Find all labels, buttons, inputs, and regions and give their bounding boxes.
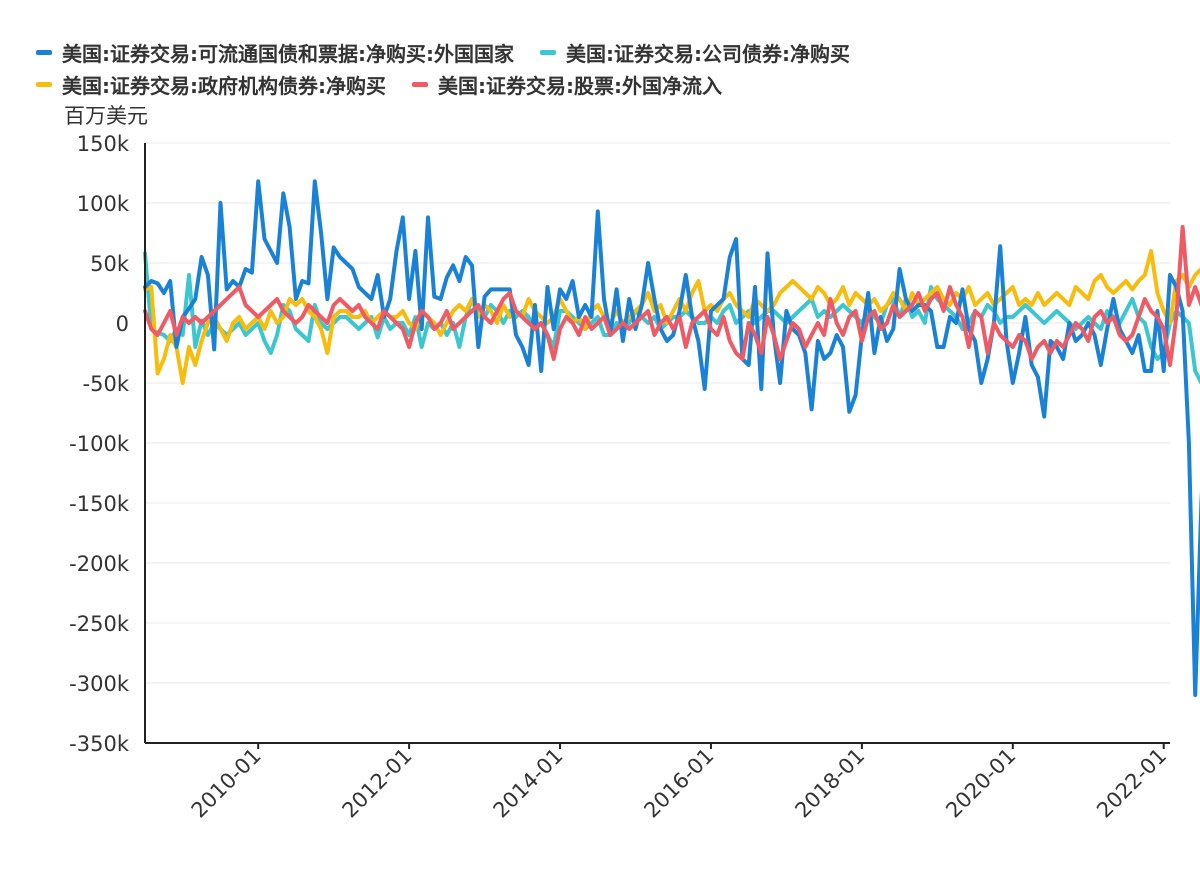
x-tick-labels: 2010-01 2012-01 2014-01 2016-01 2018-01 2020-… [187, 744, 1172, 823]
series-line-1 [143, 179, 1200, 697]
legend-swatch-series-2 [540, 49, 556, 55]
y-tick-label: -100k [69, 432, 130, 456]
grid-lines [145, 142, 1170, 684]
legend-item-series-4[interactable]: 美国:证券交易:股票:外国净流入 [412, 70, 722, 99]
legend-label-series-2: 美国:证券交易:公司债券:净购买 [566, 41, 850, 66]
x-tick-label: 2014-01 [489, 744, 568, 823]
legend-label-series-3: 美国:证券交易:政府机构债券:净购买 [62, 73, 386, 98]
y-axis-unit-label: 百万美元 [64, 104, 148, 128]
y-tick-label: 150k [77, 132, 130, 156]
legend-item-series-1[interactable]: 美国:证券交易:可流通国债和票据:净购买:外国国家 [36, 38, 514, 67]
y-tick-label: -250k [69, 612, 130, 636]
series-lines [143, 179, 1200, 697]
y-tick-label: 0 [116, 312, 129, 336]
series-line-4 [143, 225, 1200, 367]
y-tick-label: 50k [90, 252, 130, 276]
series-line-2 [143, 251, 1200, 385]
legend-label-series-1: 美国:证券交易:可流通国债和票据:净购买:外国国家 [62, 41, 514, 66]
legend-swatch-series-4 [412, 81, 428, 87]
y-tick-label: -300k [69, 672, 130, 696]
x-tick-label: 2012-01 [338, 744, 417, 823]
series-line-3 [143, 249, 1200, 385]
x-tick-label: 2020-01 [941, 744, 1020, 823]
legend-swatch-series-1 [36, 49, 52, 55]
x-tick-label: 2018-01 [790, 744, 869, 823]
axes [144, 143, 1170, 749]
y-tick-label: -150k [69, 492, 130, 516]
y-tick-label: -350k [69, 732, 130, 756]
x-tick-label: 2010-01 [187, 744, 266, 823]
x-tick-label: 2016-01 [639, 744, 718, 823]
y-tick-label: 100k [77, 192, 130, 216]
legend-swatch-series-3 [36, 81, 52, 87]
legend-item-series-3[interactable]: 美国:证券交易:政府机构债券:净购买 [36, 70, 386, 99]
legend-row-2: 美国:证券交易:政府机构债券:净购买 美国:证券交易:股票:外国净流入 [36, 68, 1136, 100]
x-tick-label: 2022-01 [1092, 744, 1171, 823]
legend-item-series-2[interactable]: 美国:证券交易:公司债券:净购买 [540, 38, 850, 67]
legend-label-series-4: 美国:证券交易:股票:外国净流入 [438, 73, 722, 98]
y-tick-label: -200k [69, 552, 130, 576]
legend-row-1: 美国:证券交易:可流通国债和票据:净购买:外国国家 美国:证券交易:公司债券:净… [36, 36, 1136, 68]
y-tick-labels: 150k 100k 50k 0 -50k -100k -150k -200k -250k -300… [69, 132, 130, 756]
chart-legend: 美国:证券交易:可流通国债和票据:净购买:外国国家 美国:证券交易:公司债券:净… [36, 36, 1136, 100]
y-tick-label: -50k [83, 372, 130, 396]
